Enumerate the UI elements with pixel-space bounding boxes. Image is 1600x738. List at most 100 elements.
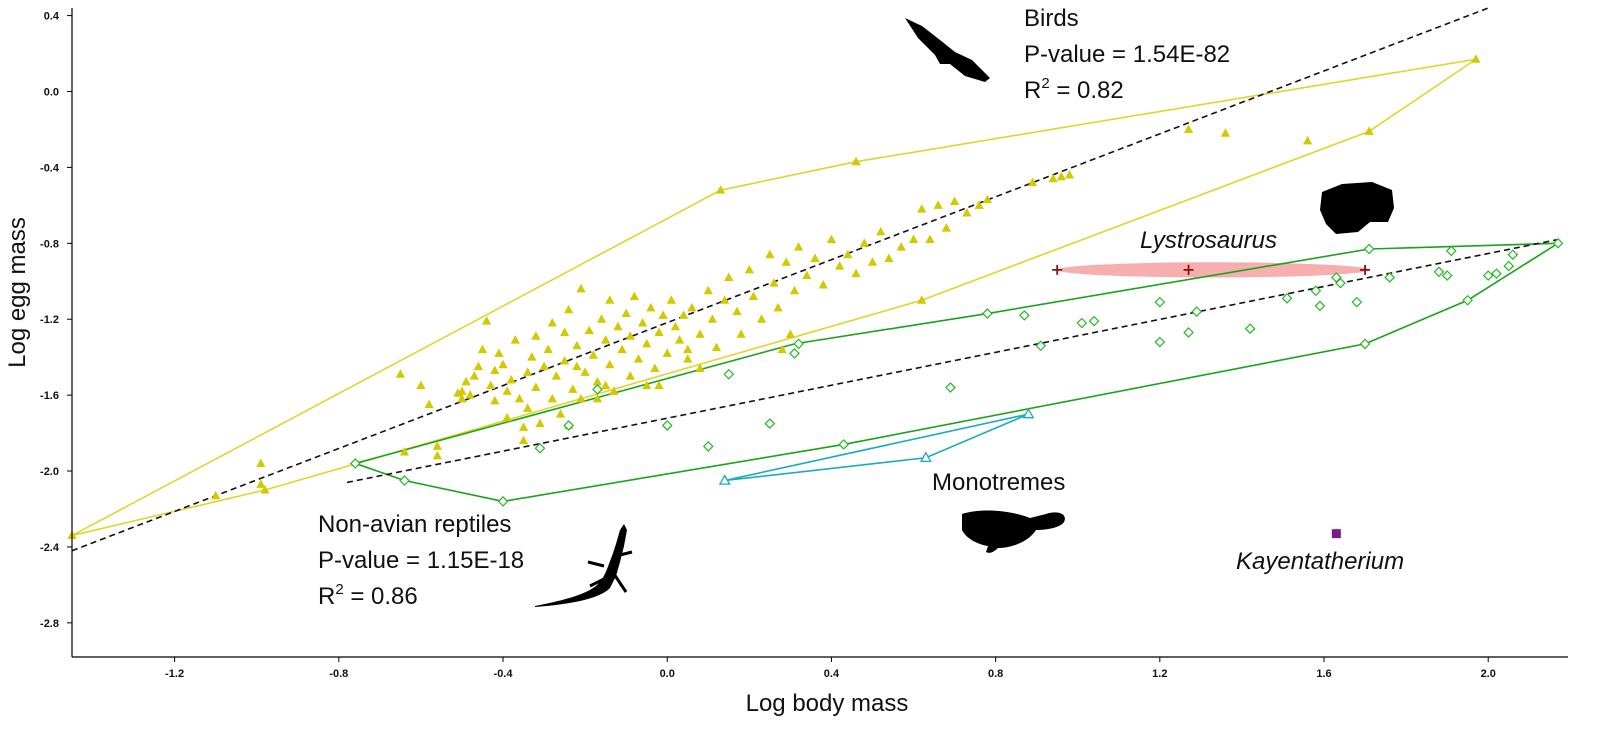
data-point [1088, 315, 1100, 327]
data-point [637, 318, 648, 327]
data-point [1364, 126, 1374, 135]
data-point [702, 441, 714, 452]
data-point [531, 331, 541, 340]
data-point [789, 285, 800, 295]
data-point [592, 393, 603, 403]
data-point [919, 451, 932, 462]
data-point [527, 352, 537, 361]
data-point [506, 374, 516, 384]
data-point [642, 380, 652, 390]
y-tick-label: -2.8 [40, 618, 59, 630]
data-point [1351, 296, 1363, 308]
data-point [1022, 407, 1035, 419]
x-tick-label: 0.0 [660, 668, 675, 680]
data-point [260, 485, 270, 494]
data-point [1154, 296, 1166, 308]
data-point [601, 380, 611, 390]
data-point [461, 376, 471, 386]
x-tick-label: 0.4 [824, 668, 840, 680]
data-point [896, 242, 906, 251]
x-tick-label: 0.8 [988, 668, 1003, 680]
birds-title-label: Birds [1024, 5, 1079, 32]
data-point [399, 475, 410, 486]
data-point [744, 264, 754, 274]
data-point [473, 361, 483, 371]
data-point [629, 291, 639, 300]
y-tick-label: -0.4 [40, 162, 60, 174]
data-point [1244, 323, 1256, 335]
data-point [539, 361, 549, 371]
data-point [1064, 169, 1075, 179]
data-point [781, 257, 791, 266]
data-point [859, 238, 869, 247]
data-point [625, 371, 635, 380]
data-point [670, 321, 681, 331]
data-point [777, 344, 787, 354]
data-point [764, 418, 776, 429]
data-point [605, 295, 615, 304]
hull-outline-0 [71, 58, 1477, 537]
data-point [596, 314, 607, 323]
data-point [555, 409, 566, 418]
data-point [666, 295, 676, 304]
data-point [564, 304, 574, 314]
data-point [826, 234, 837, 244]
data-point [1314, 300, 1326, 312]
data-point [769, 278, 779, 287]
data-point [1462, 294, 1474, 306]
data-point [580, 367, 590, 376]
data-point [534, 442, 546, 454]
data-point [785, 329, 795, 338]
data-point [851, 156, 861, 166]
data-point [1552, 237, 1564, 249]
data-point [789, 348, 800, 359]
reptiles-r2-label: R2 = 0.86 [318, 581, 418, 610]
data-point [1183, 327, 1194, 338]
data-point [646, 302, 656, 312]
data-point [1482, 270, 1494, 281]
data-point [617, 344, 627, 354]
data-point [576, 393, 586, 403]
data-point [477, 344, 488, 354]
data-point [601, 335, 611, 344]
y-tick-label: -0.8 [40, 238, 59, 250]
data-point [559, 355, 570, 365]
data-point [695, 329, 705, 338]
data-point [497, 496, 509, 507]
data-point [531, 382, 541, 392]
data-point [654, 380, 664, 390]
data-point [876, 226, 886, 236]
data-point [683, 354, 693, 363]
data-point [395, 369, 405, 378]
data-point [551, 371, 561, 380]
data-point [658, 310, 668, 319]
data-point [720, 295, 730, 304]
data-point [917, 204, 927, 213]
data-point [432, 441, 442, 450]
data-point [941, 223, 951, 232]
axes-layer: -1.2 -0.8 -0.4 0.0 0.4 0.8 1.2 1.6 2.0 0.4 0.0 -0.4… [4, 8, 1568, 717]
data-point [982, 308, 993, 319]
data-point [724, 272, 734, 281]
data-point [793, 338, 804, 350]
data-point [559, 327, 570, 336]
data-point [572, 361, 582, 371]
data-point [256, 479, 266, 488]
data-point [1281, 292, 1293, 304]
data-point [547, 318, 557, 327]
reptiles-r2-sup: 2 [335, 581, 343, 598]
data-point [1027, 177, 1038, 187]
data-point [917, 295, 927, 304]
x-tick-label: -0.4 [494, 668, 514, 680]
data-point [945, 382, 956, 393]
data-point [662, 348, 672, 357]
data-point [884, 253, 894, 262]
x-tick-label: -0.8 [329, 668, 348, 680]
skull-silhouette-icon [1320, 182, 1394, 234]
data-point [650, 363, 660, 373]
y-tick-label: -2.4 [40, 542, 60, 554]
data-point [1035, 340, 1047, 352]
data-point [609, 386, 619, 395]
data-point [835, 261, 845, 270]
